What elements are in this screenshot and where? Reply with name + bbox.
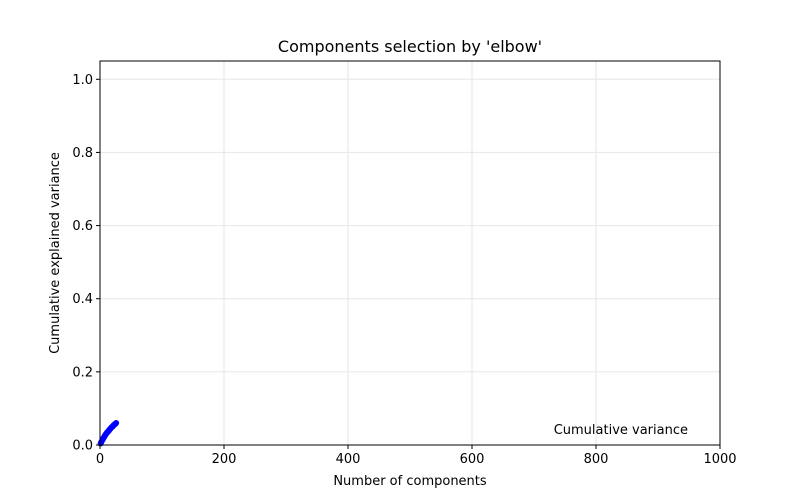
chart-title: Components selection by 'elbow' (278, 37, 542, 56)
x-tick-label: 0 (96, 452, 104, 467)
y-axis-label: Cumulative explained variance (48, 152, 63, 354)
y-tick-label: 0.6 (72, 219, 93, 234)
data-point (113, 420, 120, 427)
plot-frame (99, 60, 721, 446)
legend-entry: Cumulative variance (554, 423, 688, 438)
x-tick-label: 200 (212, 452, 237, 467)
y-tick-label: 1.0 (72, 73, 93, 88)
y-tick-label: 0.8 (72, 146, 93, 161)
y-tick-label: 0.2 (72, 365, 93, 380)
x-tick-label: 800 (584, 452, 609, 467)
y-tick-label: 0.4 (72, 292, 93, 307)
y-axis-ticks: 0.0 0.2 0.4 0.6 0.8 1.0 (72, 73, 100, 454)
x-axis-label: Number of components (333, 474, 487, 489)
x-tick-label: 1000 (703, 452, 736, 467)
x-axis-ticks: 0 200 400 600 800 1000 (96, 445, 737, 467)
x-tick-label: 600 (460, 452, 485, 467)
y-tick-label: 0.0 (72, 439, 93, 454)
x-tick-label: 400 (336, 452, 361, 467)
